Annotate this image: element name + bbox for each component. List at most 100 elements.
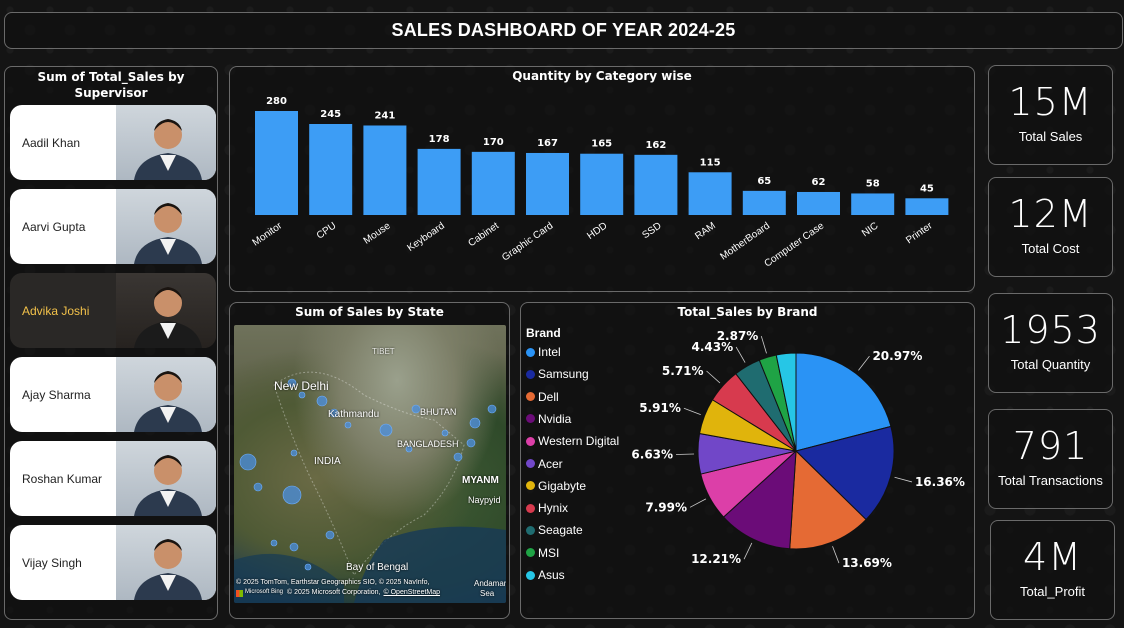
kpi-card[interactable]: 4M Total_Profit — [990, 520, 1115, 620]
bubble[interactable] — [344, 421, 352, 429]
legend-item[interactable]: Dell — [526, 390, 559, 404]
legend-label: Intel — [538, 345, 561, 359]
bubble[interactable] — [239, 453, 257, 471]
supervisor-name: Aarvi Gupta — [22, 219, 86, 234]
legend-item[interactable]: Acer — [526, 457, 563, 471]
bar-data-label: 167 — [537, 138, 558, 149]
bubble[interactable] — [379, 423, 393, 437]
legend-swatch — [526, 548, 535, 558]
map-label-new-delhi: New Delhi — [274, 379, 329, 393]
supervisor-item[interactable]: Advika Joshi — [10, 273, 216, 348]
bar[interactable] — [580, 153, 624, 215]
supervisor-item[interactable]: Ajay Sharma — [10, 357, 216, 432]
legend-item[interactable]: MSI — [526, 546, 559, 560]
bar[interactable] — [742, 190, 786, 215]
bubble[interactable] — [453, 452, 463, 462]
bubble[interactable] — [466, 438, 476, 448]
bar[interactable] — [797, 191, 840, 215]
legend-label: Western Digital — [538, 434, 620, 449]
map-overlay — [234, 371, 506, 603]
pie-data-label: 2.87% — [717, 329, 759, 343]
legend-item[interactable]: Western Digital — [526, 434, 619, 448]
bay-water — [354, 526, 506, 603]
map-label-bhutan: BHUTAN — [420, 407, 457, 417]
bubble[interactable] — [469, 417, 481, 429]
kpi-card[interactable]: 1953 Total Quantity — [988, 293, 1113, 393]
pie-leader-line — [676, 453, 695, 455]
pie-slice[interactable] — [795, 352, 892, 452]
bubble[interactable] — [289, 542, 299, 552]
bubble[interactable] — [316, 395, 328, 407]
legend-swatch — [526, 525, 535, 535]
map-canvas[interactable]: TIBET New Delhi Kathmandu BHUTAN BANGLAD… — [234, 325, 506, 603]
legend-swatch — [526, 570, 535, 580]
pie-slice[interactable] — [795, 425, 895, 521]
bubble[interactable] — [290, 449, 298, 457]
bubble[interactable] — [411, 404, 421, 414]
map-label-tibet: TIBET — [372, 347, 395, 356]
brand-pie-chart[interactable]: Total_Sales by Brand Brand Intel Samsung D… — [520, 302, 975, 619]
x-tick-label: MotherBoard — [718, 220, 772, 262]
map-attribution-line1: © 2025 TomTom, Earthstar Geographics SIO… — [236, 579, 430, 586]
brand-chart-title: Total_Sales by Brand — [677, 305, 818, 319]
bubble[interactable] — [329, 408, 339, 418]
kpi-value: 4M — [1023, 535, 1082, 579]
legend-label: MSI — [538, 545, 560, 560]
pie-slice[interactable] — [775, 352, 797, 452]
bar-data-label: 165 — [591, 139, 612, 150]
state-sales-map[interactable]: Sum of Sales by State — [229, 302, 510, 619]
bubble[interactable] — [405, 445, 413, 453]
bubble[interactable] — [298, 391, 306, 399]
x-tick-label: Keyboard — [405, 220, 446, 254]
bar[interactable] — [688, 172, 732, 215]
legend-item[interactable]: Samsung — [526, 367, 589, 381]
supervisor-item[interactable]: Roshan Kumar — [10, 441, 216, 516]
pie-slice[interactable] — [789, 449, 867, 550]
category-bar-chart[interactable]: Quantity by Category wise 280 Monitor 245 C… — [229, 66, 975, 292]
supervisor-item[interactable]: Aarvi Gupta — [10, 189, 216, 264]
bubble[interactable] — [304, 563, 312, 571]
pie-leader-line — [894, 476, 913, 483]
bubble[interactable] — [253, 482, 263, 492]
supervisor-name: Ajay Sharma — [22, 387, 91, 402]
legend-item[interactable]: Intel — [526, 345, 561, 359]
bubble[interactable] — [270, 539, 278, 547]
kpi-card[interactable]: 791 Total Transactions — [988, 409, 1113, 509]
pie-slice[interactable] — [722, 449, 797, 550]
pie-data-label: 12.21% — [691, 552, 741, 566]
bar[interactable] — [526, 152, 569, 215]
legend-item[interactable]: Hynix — [526, 501, 568, 515]
bar[interactable] — [471, 151, 515, 215]
bar[interactable] — [851, 193, 895, 215]
x-tick-label: RAM — [693, 220, 718, 242]
map-label-andaman: Andaman — [474, 579, 506, 588]
x-tick-label: HDD — [585, 220, 609, 241]
pie-data-label: 6.63% — [631, 448, 673, 462]
bubble[interactable] — [287, 378, 297, 388]
bar[interactable] — [905, 198, 949, 215]
bar[interactable] — [363, 125, 407, 215]
bar-data-label: 45 — [920, 183, 934, 194]
x-tick-label: Computer Case — [763, 220, 827, 269]
legend-item[interactable]: Seagate — [526, 523, 583, 537]
bubble[interactable] — [282, 485, 302, 505]
kpi-card[interactable]: 12M Total Cost — [988, 177, 1113, 277]
kpi-card[interactable]: 15M Total Sales — [988, 65, 1113, 165]
openstreetmap-link[interactable]: © OpenStreetMap — [383, 589, 441, 596]
map-attribution-row2: Microsoft Bing © 2025 Microsoft Corporat… — [236, 589, 506, 597]
bar[interactable] — [634, 154, 678, 215]
sales-bubbles — [239, 378, 497, 571]
bubble[interactable] — [441, 429, 449, 437]
legend-item[interactable]: Asus — [526, 568, 565, 582]
bubble[interactable] — [487, 404, 497, 414]
bar[interactable] — [417, 148, 461, 215]
legend-label: Gigabyte — [538, 478, 587, 493]
pie-data-label: 5.91% — [639, 401, 681, 415]
bar[interactable] — [309, 124, 353, 215]
supervisor-item[interactable]: Aadil Khan — [10, 105, 216, 180]
bar[interactable] — [255, 111, 298, 215]
legend-item[interactable]: Nvidia — [526, 412, 571, 426]
supervisor-item[interactable]: Vijay Singh — [10, 525, 216, 600]
bubble[interactable] — [325, 530, 335, 540]
legend-item[interactable]: Gigabyte — [526, 479, 586, 493]
